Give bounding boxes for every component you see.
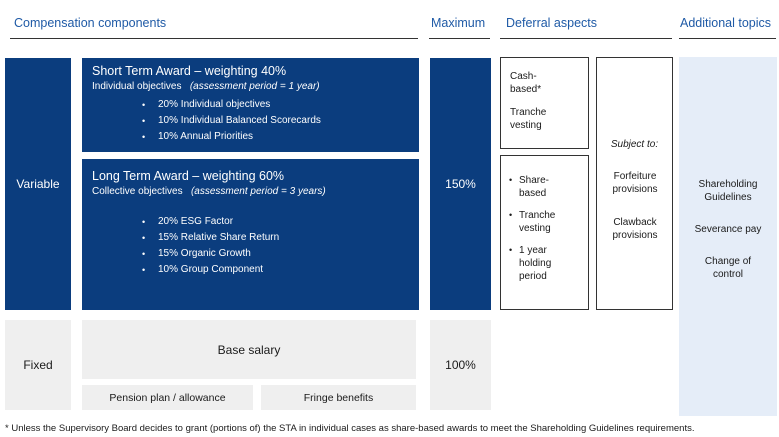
share-based-item: Tranche vesting [509,209,567,235]
header-underline-deferral [500,38,672,39]
share-based-item: Share-based [509,174,567,200]
lta-title: Long Term Award – weighting 60% [92,169,285,183]
footnote: * Unless the Supervisory Board decides t… [5,423,695,434]
base-salary-box: Base salary [82,320,416,379]
change-of-control-text: Change of control [704,256,752,280]
lta-item: 15% Relative Share Return [92,230,409,246]
long-term-award-box: Long Term Award – weighting 60% Collecti… [82,159,419,310]
shareholding-guidelines-text: Shareholding Guidelines [698,179,758,203]
lta-item: 20% ESG Factor [92,214,409,230]
subject-to-text: Subject to: [610,139,659,150]
header-maximum: Maximum [431,16,486,30]
fringe-benefits-box: Fringe benefits [261,385,416,410]
sta-items-list: 20% Individual objectives 10% Individual… [92,97,409,145]
header-underline-additional [679,38,776,39]
share-based-item: 1 year holding period [509,244,567,283]
header-additional-topics: Additional topics [680,16,772,30]
sta-objectives: Individual objectives (assessment period… [92,81,409,92]
sta-objective-prefix: Individual objectives [92,81,182,92]
lta-objective-prefix: Collective objectives [92,186,183,197]
header-underline-compensation [10,38,418,39]
sta-item: 10% Individual Balanced Scorecards [92,113,409,129]
severance-pay-text: Severance pay [694,224,762,235]
share-based-list: Share-based Tranche vesting 1 year holdi… [509,174,580,283]
fixed-maximum: 100% [430,320,491,410]
forfeiture-text: Forfeiture provisions [612,171,658,195]
variable-label: Variable [5,58,71,310]
sta-objective-period: (assessment period = 1 year) [189,81,320,92]
header-underline-maximum [429,38,490,39]
short-term-award-box: Short Term Award – weighting 40% Individ… [82,58,419,152]
header-compensation-components: Compensation components [14,16,167,30]
clawback-text: Clawback provisions [612,217,658,241]
cash-based-text: Cash-based* [510,71,542,95]
lta-items-list: 20% ESG Factor 15% Relative Share Return… [92,214,409,278]
pension-plan-box: Pension plan / allowance [82,385,253,410]
sta-item: 20% Individual objectives [92,97,409,113]
header-deferral-aspects: Deferral aspects [506,16,598,30]
subject-to-box: Subject to: Forfeiture provisions Clawba… [596,57,673,310]
sta-item: 10% Annual Priorities [92,129,409,145]
lta-objective-period: (assessment period = 3 years) [190,186,326,197]
variable-maximum: 150% [430,58,491,310]
sta-title: Short Term Award – weighting 40% [92,64,287,78]
share-based-box: Share-based Tranche vesting 1 year holdi… [500,155,589,310]
fixed-label: Fixed [5,320,71,410]
lta-objectives: Collective objectives (assessment period… [92,186,409,197]
cash-based-box: Cash-based* Tranche vesting [500,57,589,149]
lta-item: 10% Group Component [92,262,409,278]
additional-topics-box: Shareholding Guidelines Severance pay Ch… [679,57,777,416]
lta-item: 15% Organic Growth [92,246,409,262]
cash-tranche-vesting-text: Tranche vesting [510,107,547,131]
